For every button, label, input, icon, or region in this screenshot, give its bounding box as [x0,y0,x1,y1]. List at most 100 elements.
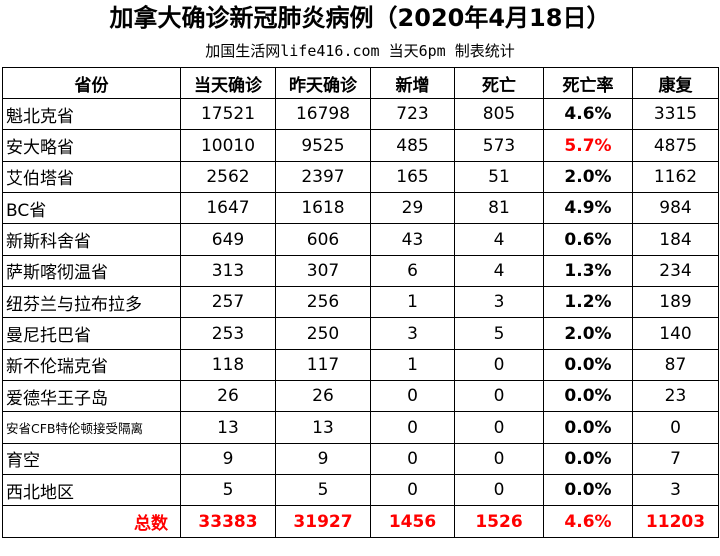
cell-deaths: 0 [454,474,544,507]
cell-deaths: 0 [454,380,544,413]
cell-death-rate: 0.0% [543,411,633,444]
cell-recovered: 0 [632,411,719,444]
cases-table: 省份 当天确诊 昨天确诊 新增 死亡 死亡率 康复 魁北克省 17521 16798… [2,67,719,538]
cell-death-rate: 4.9% [543,192,633,225]
header-province: 省份 [2,67,181,99]
header-yesterday-confirmed: 昨天确诊 [275,67,371,99]
cell-deaths: 81 [454,192,544,225]
cell-province: BC省 [2,192,181,225]
cell-province: 育空 [2,442,181,476]
cell-deaths: 0 [454,411,544,444]
cell-new: 165 [370,160,455,194]
table-row: 曼尼托巴省 253 250 3 5 2.0% 140 [2,317,719,350]
cell-yesterday-confirmed: 2397 [275,160,371,194]
cell-death-rate: 0.0% [543,474,633,507]
cell-deaths: 3 [454,286,544,319]
cell-province: 新不伦瑞克省 [2,348,181,382]
cell-yesterday-confirmed: 26 [275,380,371,413]
cell-today-confirmed: 649 [180,223,276,256]
cell-province: 艾伯塔省 [2,160,181,194]
cell-yesterday-confirmed: 5 [275,474,371,507]
cell-new: 43 [370,223,455,256]
cell-deaths: 51 [454,160,544,194]
cell-new: 723 [370,97,455,131]
cell-yesterday-confirmed: 307 [275,254,371,288]
cell-recovered: 3315 [632,97,719,131]
cell-today-confirmed: 13 [180,411,276,444]
cell-deaths: 805 [454,97,544,131]
table-row: 西北地区 5 5 0 0 0.0% 3 [2,474,719,507]
cell-today-confirmed: 10010 [180,129,276,162]
cell-today-confirmed: 313 [180,254,276,288]
total-death-rate: 4.6% [543,505,633,538]
cell-death-rate: 4.6% [543,97,633,131]
cell-death-rate: 2.0% [543,160,633,194]
cell-new: 6 [370,254,455,288]
cell-recovered: 87 [632,348,719,382]
total-today-confirmed: 33383 [180,505,276,538]
cell-today-confirmed: 253 [180,317,276,350]
cell-deaths: 5 [454,317,544,350]
cell-new: 0 [370,474,455,507]
cell-yesterday-confirmed: 9 [275,442,371,476]
cell-new: 1 [370,286,455,319]
cell-new: 485 [370,129,455,162]
cell-recovered: 1162 [632,160,719,194]
cell-recovered: 984 [632,192,719,225]
cell-new: 3 [370,317,455,350]
cell-recovered: 23 [632,380,719,413]
cell-deaths: 4 [454,254,544,288]
cell-today-confirmed: 2562 [180,160,276,194]
cell-new: 1 [370,348,455,382]
cell-yesterday-confirmed: 13 [275,411,371,444]
cell-new: 0 [370,442,455,476]
cell-province: 曼尼托巴省 [2,317,181,350]
header-recovered: 康复 [632,67,719,99]
cell-recovered: 184 [632,223,719,256]
cell-recovered: 234 [632,254,719,288]
cell-recovered: 189 [632,286,719,319]
cell-province: 新斯科舍省 [2,223,181,256]
table-row: 新不伦瑞克省 118 117 1 0 0.0% 87 [2,348,719,382]
cell-deaths: 573 [454,129,544,162]
cell-recovered: 140 [632,317,719,350]
cell-province: 萨斯喀彻温省 [2,254,181,288]
cell-province: 安省CFB特伦顿接受隔离 [2,411,181,444]
table-row: 安省CFB特伦顿接受隔离 13 13 0 0 0.0% 0 [2,411,719,444]
cell-today-confirmed: 1647 [180,192,276,225]
cell-death-rate: 0.0% [543,380,633,413]
table-row: 魁北克省 17521 16798 723 805 4.6% 3315 [2,97,719,131]
table-header-row: 省份 当天确诊 昨天确诊 新增 死亡 死亡率 康复 [2,67,719,99]
total-deaths: 1526 [454,505,544,538]
cell-province: 爱德华王子岛 [2,380,181,413]
cell-new: 0 [370,411,455,444]
total-yesterday-confirmed: 31927 [275,505,371,538]
table-row: 新斯科舍省 649 606 43 4 0.6% 184 [2,223,719,256]
header-deaths: 死亡 [454,67,544,99]
cell-province: 纽芬兰与拉布拉多 [2,286,181,319]
table-row: BC省 1647 1618 29 81 4.9% 984 [2,192,719,225]
cell-today-confirmed: 9 [180,442,276,476]
table-row: 艾伯塔省 2562 2397 165 51 2.0% 1162 [2,160,719,194]
table-row: 萨斯喀彻温省 313 307 6 4 1.3% 234 [2,254,719,288]
cell-recovered: 7 [632,442,719,476]
cell-today-confirmed: 257 [180,286,276,319]
page-subtitle: 加国生活网life416.com 当天6pm 制表统计 [205,42,515,60]
cell-yesterday-confirmed: 1618 [275,192,371,225]
table-row: 安大略省 10010 9525 485 573 5.7% 4875 [2,129,719,162]
cell-recovered: 3 [632,474,719,507]
total-province: 总数 [2,505,181,538]
cell-new: 0 [370,380,455,413]
header-today-confirmed: 当天确诊 [180,67,276,99]
cell-yesterday-confirmed: 16798 [275,97,371,131]
table-row: 育空 9 9 0 0 0.0% 7 [2,442,719,476]
cell-province: 西北地区 [2,474,181,507]
cell-today-confirmed: 17521 [180,97,276,131]
cell-death-rate: 1.2% [543,286,633,319]
table-row: 爱德华王子岛 26 26 0 0 0.0% 23 [2,380,719,413]
cell-deaths: 4 [454,223,544,256]
header-new: 新增 [370,67,455,99]
header-death-rate: 死亡率 [543,67,633,99]
cell-today-confirmed: 26 [180,380,276,413]
table-row: 纽芬兰与拉布拉多 257 256 1 3 1.2% 189 [2,286,719,319]
